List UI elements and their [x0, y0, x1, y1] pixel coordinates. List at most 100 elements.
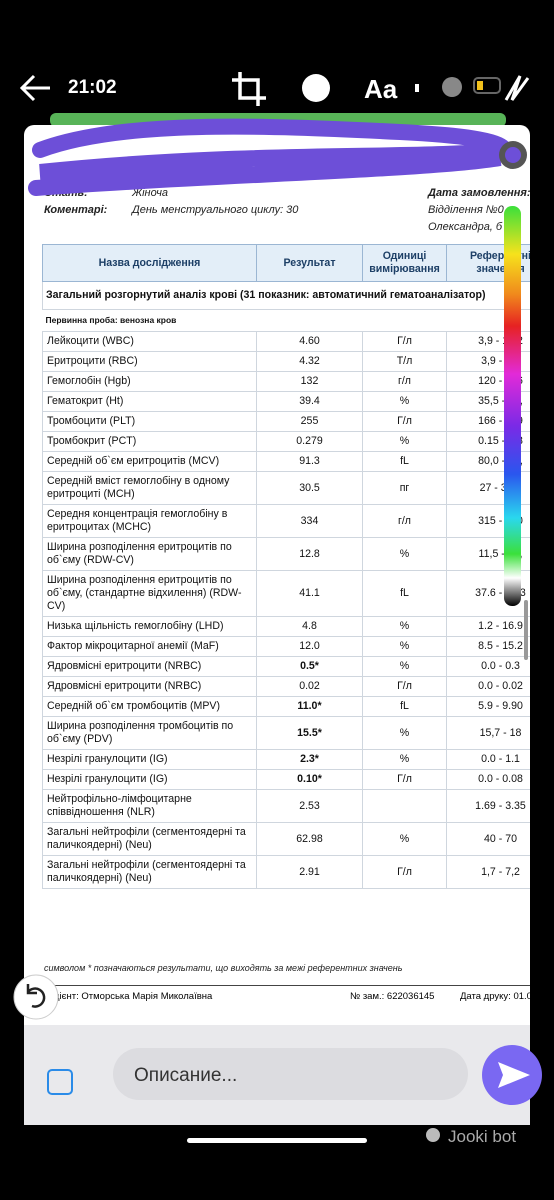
result-row: Ядровмісні еритроцити (NRBC) 0.02 Г/л 0.0 -…	[42, 676, 530, 697]
scribble	[28, 118, 518, 196]
print-date: Дата друку: 01.0	[460, 991, 530, 1002]
info-row: Коментарі: День менструального циклу: 30 В…	[44, 204, 530, 221]
test-name: Незрілі гранулоцити (IG)	[42, 769, 257, 790]
specimen-row: Первинна проба: венозна кров	[43, 310, 531, 332]
signal	[415, 84, 419, 92]
test-name: Середній вміст гемоглобіну в одному ерит…	[42, 471, 257, 505]
unit: Г/л	[362, 855, 447, 889]
info-label: Коментарі:	[44, 204, 108, 216]
caption-placeholder: Описание...	[134, 1065, 237, 1086]
unit: %	[362, 537, 447, 571]
result-row: Тромбоцити (PLT) 255 Г/л 166 - 389	[42, 411, 530, 432]
result-row: Середній об`єм тромбоцитів (MPV) 11.0* fL 5…	[42, 696, 530, 717]
time: 21:02	[68, 77, 117, 98]
result-row: Еритроцити (RBC) 4.32 Т/л 3,9 - 5,2	[42, 351, 530, 372]
reference: 40 - 70	[446, 822, 530, 856]
bot-label: Jooki bot	[448, 1127, 516, 1146]
result-row: Загальні нейтрофіли (сегментоядерні та п…	[42, 855, 530, 889]
section: Загальний розгорнутий аналіз крові (31 п…	[42, 281, 530, 310]
test-name: Ширина розподілення еритроцитів по об`єм…	[42, 537, 257, 571]
info-value: Жіноча	[132, 187, 169, 199]
reference: 0.0 - 0.08	[446, 769, 530, 790]
result: 334	[256, 504, 363, 538]
result: 0.02	[256, 676, 363, 697]
patient: Пацієнт: Отморська Марія Миколаївна	[42, 991, 213, 1002]
test-name: Фактор мікроцитарної анемії (MaF)	[42, 636, 257, 657]
results-table: Назва дослідження Результат Одиниці вимірю…	[42, 244, 530, 889]
reference: 1.2 - 16.9	[446, 616, 530, 637]
text-tool[interactable]: Aa	[364, 74, 398, 104]
result-row: Ядровмісні еритроцити (NRBC) 0.5*% 0.0 - 0…	[42, 656, 530, 677]
undo-icon	[26, 984, 46, 1008]
info-right: Відділення №0	[428, 204, 504, 216]
result-row: Незрілі гранулоцити (IG) 2.3*% 0.0 - 1.1	[42, 749, 530, 770]
order-number: № зам.: 622036145	[350, 991, 435, 1002]
unit: Г/л	[362, 676, 447, 697]
reference: 15,7 - 18	[446, 716, 530, 750]
caption-input[interactable]	[113, 1048, 468, 1100]
test-name: Лейкоцити (WBC)	[42, 331, 257, 352]
unit: %	[362, 716, 447, 750]
result-row: Гемоглобін (Hgb) 132 г/л 120 - 156	[42, 371, 530, 392]
current-color	[505, 147, 521, 163]
reference: 0.0 - 1.1	[446, 749, 530, 770]
back-button[interactable]	[19, 74, 50, 102]
battery-level	[477, 81, 483, 90]
sticker-tool[interactable]	[442, 77, 462, 97]
column-header: Результат	[256, 244, 363, 282]
test-name: Загальні нейтрофіли (сегментоядерні та п…	[42, 822, 257, 856]
result-row: Ширина розподілення тромбоцитів по об`єм…	[42, 716, 530, 750]
test-name: Ядровмісні еритроцити (NRBC)	[42, 656, 257, 677]
result-row: Ширина розподілення еритроцитів по об`єм…	[42, 570, 530, 617]
result-row: Фактор мікроцитарної анемії (MaF) 12.0% 8.…	[42, 636, 530, 657]
test-name: Ширина розподілення еритроцитів по об`єм…	[42, 570, 257, 617]
document: Переслать Стать: Жіноча Дата замовлення: Ко…	[24, 125, 530, 1025]
footnote: символом * позначаються результати, що в…	[44, 963, 403, 973]
column-header: Одиниці вимірювання	[362, 244, 447, 282]
result-row: Незрілі гранулоцити (IG) 0.10* Г/л 0.0 - 0.…	[42, 769, 530, 790]
test-name: Ширина розподілення тромбоцитів по об`єм…	[42, 716, 257, 750]
color-slider[interactable]	[504, 206, 521, 606]
share-button[interactable]	[47, 1069, 73, 1095]
specimen: Первинна проба: венозна кров	[45, 315, 177, 325]
result: 2.91	[256, 855, 363, 889]
result: 41.1	[256, 570, 363, 617]
section-row: Загальний розгорнутий аналіз крові (31 п…	[42, 281, 530, 310]
home-indicator	[187, 1138, 367, 1143]
info-row: Олександра, б	[44, 221, 530, 238]
unit: fL	[362, 570, 447, 617]
info-right: Дата замовлення:	[428, 187, 530, 199]
test-name: Низька щільність гемоглобіну (LHD)	[42, 616, 257, 637]
test-name: Тромбоцити (PLT)	[42, 411, 257, 432]
send-icon	[498, 1062, 530, 1088]
battery	[473, 77, 501, 94]
bot-icon	[426, 1128, 440, 1142]
reference: 8.5 - 15.2	[446, 636, 530, 657]
result-row: Нейтрофільно-лімфоцитарне співвідношення…	[42, 789, 530, 823]
test-name: Еритроцити (RBC)	[42, 351, 257, 372]
test-name: Гемоглобін (Hgb)	[42, 371, 257, 392]
result: 15.5*	[256, 716, 363, 750]
info-value: День менструального циклу: 30	[132, 204, 299, 216]
draw-tool[interactable]	[302, 74, 330, 102]
result: 12.0	[256, 636, 363, 657]
reference: 1.69 - 3.35	[446, 789, 530, 823]
undo-button[interactable]	[13, 974, 59, 1020]
result-row: Низька щільність гемоглобіну (LHD) 4.8% 1.…	[42, 616, 530, 637]
footer: Пацієнт: Отморська Марія Миколаївна № за…	[42, 985, 530, 1005]
crop-tool[interactable]	[232, 72, 266, 106]
test-name: Середній об`єм тромбоцитів (MPV)	[42, 696, 257, 717]
reference: 1,7 - 7,2	[446, 855, 530, 889]
test-name: Загальні нейтрофіли (сегментоядерні та п…	[42, 855, 257, 889]
result: 0.5*	[256, 656, 363, 677]
result: 255	[256, 411, 363, 432]
test-name: Незрілі гранулоцити (IG)	[42, 749, 257, 770]
draw-icon[interactable]	[504, 75, 530, 101]
result: 30.5	[256, 471, 363, 505]
info-right: Олександра, б	[428, 221, 503, 233]
column-header: Назва дослідження	[42, 244, 257, 282]
result-row: Середній об`єм еритроцитів (MCV) 91.3 fL 80…	[42, 451, 530, 472]
scrollbar	[524, 600, 528, 660]
